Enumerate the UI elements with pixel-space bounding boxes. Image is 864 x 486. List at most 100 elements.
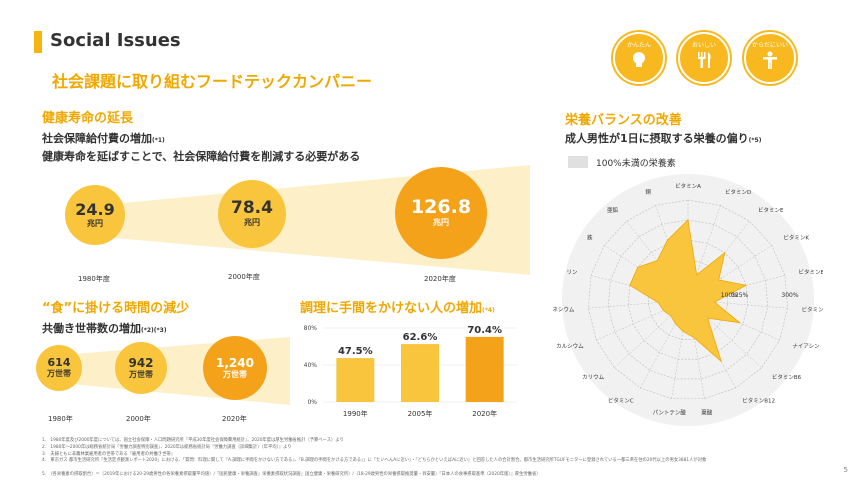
- lightbulb-icon: [633, 52, 645, 67]
- radar-grid-ring: [588, 199, 788, 399]
- radar-axis-label: ビタミンB12: [742, 396, 775, 404]
- radar-scale-label: 300%: [781, 292, 798, 299]
- households-unit-2000: 万世帯: [129, 369, 153, 379]
- badge-easy: かんたん: [613, 32, 665, 84]
- health-unit-1980: 兆円: [87, 218, 103, 228]
- radar-axis-label: ビタミンC: [608, 396, 634, 404]
- effort-title-note: (*4): [482, 307, 495, 314]
- radar-spoke: [596, 299, 689, 341]
- nutrition-legend-label: 100%未満の栄養素: [596, 159, 676, 169]
- health-value-2020: 126.8: [410, 196, 472, 218]
- radar-axis-label: 銅: [645, 188, 651, 196]
- bar-y-tick-label: 40%: [304, 362, 318, 369]
- bar-value-label: 47.5%: [338, 346, 373, 357]
- health-value-2000: 78.4: [231, 198, 273, 218]
- health-description: 健康寿命を延ばすことで、社会保障給付費を削減する必要がある: [42, 150, 361, 163]
- bar-2005年: [401, 344, 439, 402]
- radar-axis-label: ビタミンE: [758, 206, 784, 214]
- health-value-1980: 24.9: [75, 199, 115, 219]
- health-circle-2000: 78.4 兆円: [218, 180, 286, 248]
- radar-axis-label: パントテン酸: [653, 408, 687, 416]
- radar-axis-label: ビタミンB1: [799, 268, 823, 276]
- person-icon: [763, 51, 777, 69]
- radar-axis-label: カリウム: [582, 373, 605, 381]
- radar-spoke: [687, 299, 788, 309]
- badge-healthy-label: からだにいい: [751, 42, 788, 49]
- cooking-time-section-title: “食”に掛ける時間の減少: [42, 301, 190, 316]
- page-number: 5: [843, 466, 848, 474]
- footnote-1: 1. 1980年度及び2000年度については、国立社会保障・人口問題研究所『平成…: [42, 438, 344, 443]
- bar-category-label: 2020年: [472, 409, 497, 418]
- radar-axis-label: リン: [566, 270, 578, 276]
- nutrition-subtitle-note: (*5): [748, 137, 762, 144]
- bar-value-label: 70.4%: [467, 325, 502, 336]
- bar-category-label: 1990年: [343, 409, 368, 418]
- radar-spoke: [687, 299, 762, 368]
- radar-axis-label: 亜鉛: [607, 206, 619, 214]
- health-subtitle-note: (*1): [152, 137, 165, 144]
- households-year-1980: 1980年: [48, 415, 73, 423]
- radar-axis-label: ビタミンB2: [802, 305, 823, 313]
- footnote-2: 2. 1980年～2000年は総務省統計局『労働力調査特別調査』、2020年は総…: [42, 445, 292, 450]
- radar-axis-label: 鉄: [587, 234, 593, 242]
- households-unit-2020: 万世帯: [223, 369, 247, 379]
- radar-spoke: [671, 299, 689, 399]
- cooking-time-subtitle: 共働き世帯数の増加(*2)(*3): [42, 320, 167, 336]
- health-year-2020: 2020年度: [424, 275, 456, 283]
- households-circle-2000: 942 万世帯: [115, 342, 167, 394]
- radar-spoke: [640, 299, 689, 389]
- fork-knife-icon: [698, 52, 711, 68]
- radar-axis-label: 葉酸: [701, 408, 713, 416]
- footnote-3: 3. 夫婦ともに非農林業雇用者の世帯である『雇用者の共働き世帯』: [42, 452, 175, 457]
- bar-2020年: [465, 336, 504, 402]
- page-title: Social Issues: [50, 30, 181, 51]
- radar-scale-label: 125%: [731, 292, 748, 299]
- nutrition-subtitle-text: 成人男性が1日に摂取する栄養の偏り: [565, 132, 749, 145]
- radar-grid-ring: [607, 219, 769, 380]
- nutrition-legend-swatch: [568, 156, 588, 168]
- page-subtitle: 社会課題に取り組むフードテックカンパニー: [52, 72, 373, 91]
- health-subtitle-text: 社会保障給付費の増加: [42, 132, 152, 145]
- health-year-1980: 1980年度: [78, 275, 110, 283]
- radar-spoke: [588, 299, 689, 309]
- bar-y-tick-label: 0%: [307, 399, 317, 406]
- households-unit-1980: 万世帯: [47, 369, 71, 378]
- radar-axis-label: カルシウム: [556, 342, 584, 350]
- households-year-2000: 2000年: [126, 415, 151, 423]
- radar-spoke: [687, 299, 705, 399]
- effort-title-text: 調理に手間をかけない人の増加: [300, 301, 483, 316]
- households-value-2000: 942: [128, 355, 154, 370]
- health-section-title: 健康寿命の延長: [42, 111, 134, 126]
- badge-easy-label: かんたん: [626, 42, 651, 49]
- cooking-time-subtitle-text: 共働き世帯数の増加: [42, 322, 141, 335]
- health-unit-2020: 兆円: [433, 218, 449, 227]
- households-year-2020: 2020年: [222, 415, 247, 423]
- radar-spoke: [614, 299, 689, 368]
- health-circle-1980: 24.9 兆円: [65, 185, 125, 245]
- footnote-5: 5. （各栄養素の摂取割合）＝（2019年における20-29歳男性の各栄養素摂取…: [42, 472, 541, 477]
- radar-axis-label: ナイアシン: [792, 343, 820, 350]
- radar-axis-label: ビタミンD: [725, 188, 751, 196]
- header-accent-bar: [34, 31, 42, 53]
- radar-axis-label: ビタミンK: [783, 234, 809, 242]
- households-value-1980: 614: [47, 356, 71, 369]
- health-unit-2000: 兆円: [244, 218, 260, 227]
- footnote-4: 4. 東京ガス 都市生活研究所『生活定点観測レポート2020』における、「質問：…: [42, 458, 707, 463]
- radar-scale-label: 100%: [721, 292, 738, 299]
- nutrition-section-title: 栄養バランスの改善: [565, 113, 682, 128]
- households-circle-1980: 614 万世帯: [36, 345, 82, 391]
- bar-value-label: 62.6%: [403, 332, 438, 343]
- radar-data-series: [629, 219, 748, 363]
- badge-tasty: おいしい: [678, 32, 730, 84]
- bar-1990年: [336, 358, 375, 402]
- radar-spoke: [687, 205, 721, 301]
- radar-axis-label: ビタミンB6: [772, 373, 802, 381]
- badge-healthy: からだにいい: [744, 32, 796, 84]
- health-year-2000: 2000年度: [228, 273, 260, 281]
- health-circle-2020: 126.8 兆円: [395, 167, 487, 259]
- radar-axis-label: ビタミンA: [675, 182, 701, 190]
- radar-spoke: [687, 245, 772, 301]
- households-value-2020: 1,240: [216, 355, 254, 370]
- badge-tasty-label: おいしい: [691, 42, 716, 49]
- nutrition-subtitle: 成人男性が1日に摂取する栄養の偏り(*5): [565, 130, 761, 146]
